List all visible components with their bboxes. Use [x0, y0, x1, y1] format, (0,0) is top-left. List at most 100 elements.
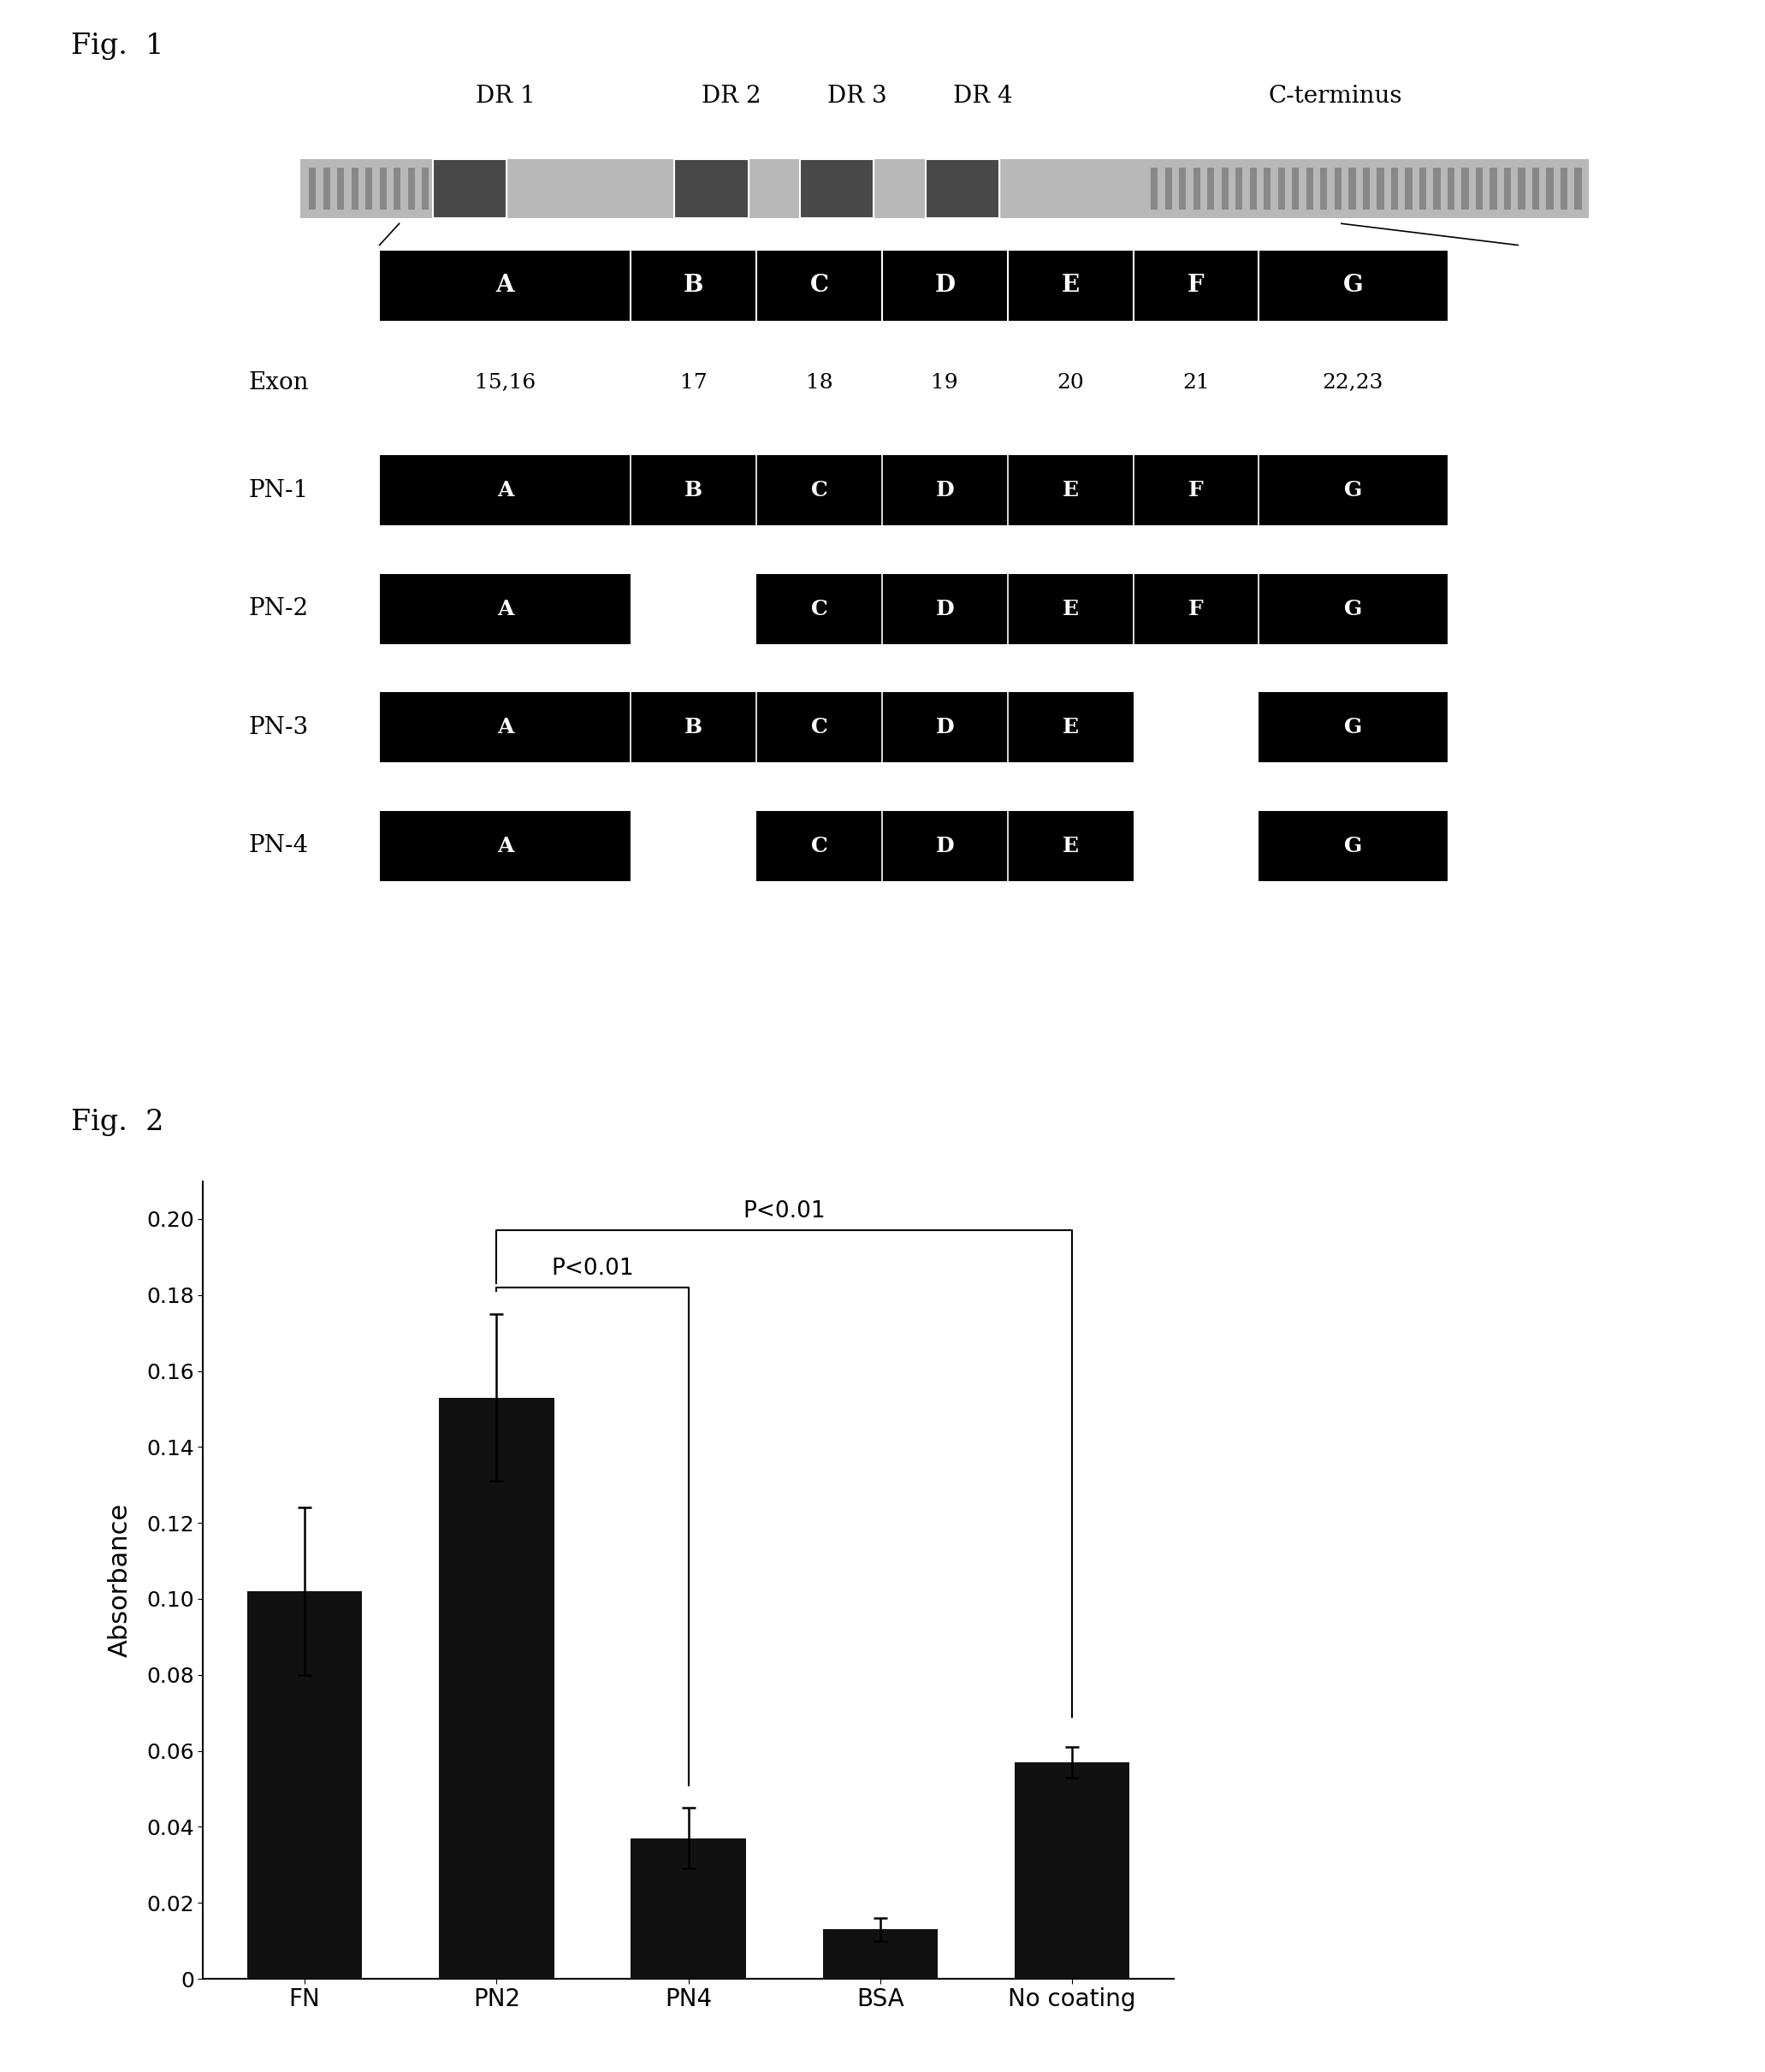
Bar — [1221, 168, 1228, 209]
Bar — [1560, 168, 1567, 209]
Bar — [1292, 168, 1299, 209]
Text: G: G — [1343, 481, 1363, 501]
Bar — [323, 168, 330, 209]
Bar — [1405, 168, 1412, 209]
Bar — [300, 160, 1588, 218]
Bar — [379, 810, 630, 881]
Text: F: F — [1188, 599, 1204, 620]
Y-axis label: Absorbance: Absorbance — [108, 1502, 132, 1658]
Text: D: D — [935, 717, 955, 738]
Text: G: G — [1343, 274, 1363, 296]
Text: PN-1: PN-1 — [249, 479, 309, 501]
Text: PN-3: PN-3 — [249, 715, 309, 740]
Bar — [757, 810, 1133, 881]
Bar — [1461, 168, 1468, 209]
Bar — [408, 168, 415, 209]
Bar — [1179, 168, 1186, 209]
Text: DR 3: DR 3 — [828, 85, 886, 108]
Bar — [1258, 692, 1447, 762]
Bar — [1433, 168, 1440, 209]
Text: G: G — [1343, 717, 1363, 738]
Text: E: E — [1063, 481, 1078, 501]
Text: PN-2: PN-2 — [249, 597, 309, 620]
Text: 19: 19 — [932, 373, 958, 392]
Bar — [800, 160, 874, 218]
Bar — [351, 168, 358, 209]
Bar — [379, 456, 1447, 524]
Text: P<0.01: P<0.01 — [551, 1258, 634, 1280]
Bar — [925, 160, 999, 218]
Bar — [1235, 168, 1243, 209]
Text: A: A — [496, 835, 514, 856]
Text: A: A — [496, 599, 514, 620]
Bar — [1518, 168, 1525, 209]
Bar — [1546, 168, 1553, 209]
Text: C: C — [810, 481, 828, 501]
Text: D: D — [935, 599, 955, 620]
Text: D: D — [934, 274, 955, 296]
Text: 15,16: 15,16 — [475, 373, 535, 392]
Bar — [1015, 1761, 1130, 1979]
Bar — [379, 574, 630, 644]
Text: C: C — [810, 717, 828, 738]
Text: C: C — [810, 599, 828, 620]
Text: B: B — [685, 481, 702, 501]
Bar — [1151, 168, 1158, 209]
Bar — [379, 251, 1447, 321]
Text: F: F — [1188, 274, 1204, 296]
Text: 21: 21 — [1183, 373, 1209, 392]
Text: E: E — [1063, 835, 1078, 856]
Bar — [822, 1929, 937, 1979]
Text: PN-4: PN-4 — [249, 835, 309, 858]
Bar — [1363, 168, 1370, 209]
Text: D: D — [935, 835, 955, 856]
Bar — [432, 160, 507, 218]
Bar — [1278, 168, 1285, 209]
Bar — [674, 160, 748, 218]
Bar — [394, 168, 401, 209]
Bar — [1193, 168, 1200, 209]
Bar — [1419, 168, 1426, 209]
Bar — [247, 1591, 362, 1979]
Text: Fig.  2: Fig. 2 — [71, 1109, 164, 1135]
Bar — [379, 692, 1133, 762]
Bar — [1258, 810, 1447, 881]
Bar — [1306, 168, 1313, 209]
Text: A: A — [496, 274, 514, 296]
Text: 17: 17 — [680, 373, 708, 392]
Bar — [1348, 168, 1356, 209]
Text: E: E — [1061, 274, 1080, 296]
Text: A: A — [496, 717, 514, 738]
Bar — [1447, 168, 1454, 209]
Bar — [1320, 168, 1327, 209]
Bar — [1532, 168, 1539, 209]
Text: C: C — [810, 835, 828, 856]
Bar — [1504, 168, 1511, 209]
Bar — [1165, 168, 1172, 209]
Bar — [1574, 168, 1581, 209]
Bar — [1391, 168, 1398, 209]
Text: C-terminus: C-terminus — [1269, 85, 1403, 108]
Text: P<0.01: P<0.01 — [743, 1200, 826, 1222]
Text: Exon: Exon — [249, 371, 309, 394]
Bar — [1334, 168, 1341, 209]
Bar — [757, 574, 1447, 644]
Bar — [365, 168, 372, 209]
Text: D: D — [935, 481, 955, 501]
Text: F: F — [1188, 481, 1204, 501]
Bar — [630, 1838, 747, 1979]
Text: Fig.  1: Fig. 1 — [71, 33, 164, 60]
Text: DR 4: DR 4 — [953, 85, 1013, 108]
Bar — [379, 168, 387, 209]
Text: C: C — [810, 274, 828, 296]
Bar — [1264, 168, 1271, 209]
Text: A: A — [496, 481, 514, 501]
Text: 20: 20 — [1057, 373, 1084, 392]
Text: G: G — [1343, 835, 1363, 856]
Bar — [422, 168, 429, 209]
Bar — [337, 168, 344, 209]
Text: DR 2: DR 2 — [701, 85, 761, 108]
Bar — [309, 168, 316, 209]
Bar — [1476, 168, 1483, 209]
Text: 22,23: 22,23 — [1322, 373, 1384, 392]
